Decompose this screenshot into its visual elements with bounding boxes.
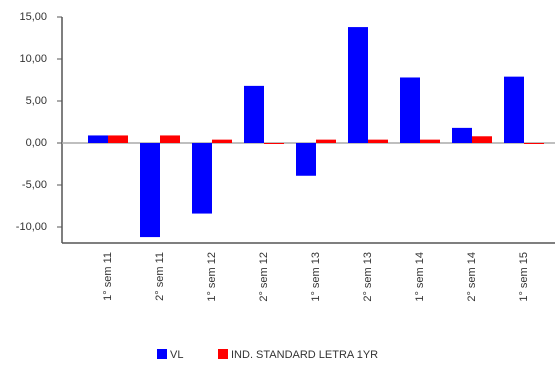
x-tick-label: 1° sem 12 — [206, 252, 218, 302]
x-tick-label: 1° sem 14 — [414, 252, 426, 302]
x-tick-label: 1° sem 11 — [102, 252, 114, 301]
bar — [504, 76, 524, 143]
bar — [88, 135, 108, 143]
legend-label: IND. STANDARD LETRA 1YR — [231, 349, 378, 361]
bar — [524, 143, 544, 144]
bar — [368, 139, 388, 143]
x-tick-label: 1° sem 13 — [310, 252, 322, 302]
bar — [244, 85, 264, 143]
y-tick-label: -5,00 — [22, 179, 47, 191]
x-tick-label: 2° sem 12 — [258, 252, 270, 302]
legend-swatch — [218, 349, 228, 359]
bar — [108, 135, 128, 143]
bar — [212, 139, 232, 143]
y-tick-label: 0,00 — [26, 137, 47, 149]
y-tick-label: 15,00 — [19, 11, 47, 23]
legend-label: VL — [170, 349, 183, 361]
y-tick-label: 5,00 — [26, 95, 47, 107]
y-tick-label: 10,00 — [19, 53, 47, 65]
bar — [420, 139, 440, 143]
legend-swatch — [157, 349, 167, 359]
bar — [296, 143, 316, 176]
bar — [160, 135, 180, 143]
x-tick-label: 2° sem 11 — [154, 252, 166, 301]
x-tick-label: 2° sem 14 — [466, 252, 478, 302]
bar — [452, 127, 472, 143]
x-tick-label: 1° sem 15 — [518, 252, 530, 302]
bar — [400, 77, 420, 143]
bar — [348, 27, 368, 143]
bar — [264, 143, 284, 144]
bar — [316, 139, 336, 143]
bar — [140, 143, 160, 238]
y-tick-label: -10,00 — [16, 221, 47, 233]
x-tick-label: 2° sem 13 — [362, 252, 374, 302]
bar — [472, 136, 492, 143]
bar — [192, 143, 212, 214]
